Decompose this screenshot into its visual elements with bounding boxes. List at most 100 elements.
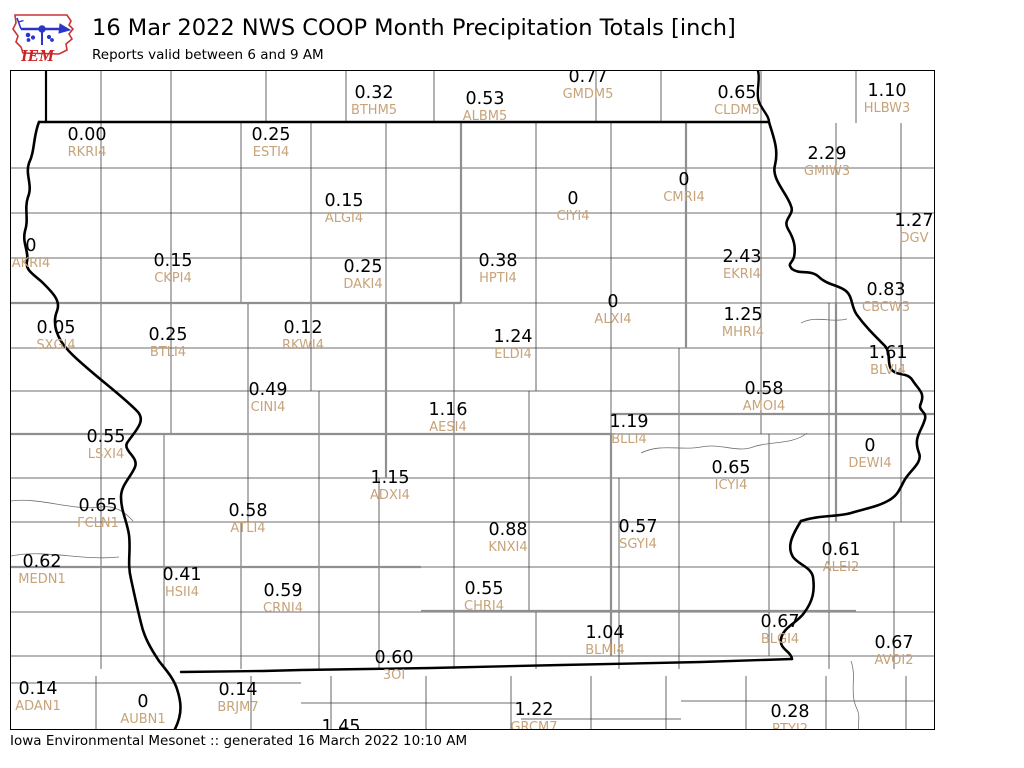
station-id: LSXI4	[87, 447, 125, 462]
station-id: BLGI4	[760, 632, 800, 647]
station-id: SXGI4	[36, 338, 76, 353]
station-value: 0	[864, 436, 876, 456]
station-id: GRCM7	[510, 720, 558, 730]
station-id: EKRI4	[723, 267, 761, 282]
station-report: 1.45	[322, 718, 361, 730]
station-id: BRJM7	[217, 700, 259, 715]
station-id: CHRI4	[464, 599, 504, 614]
station-value: 0	[25, 236, 37, 256]
station-value: 0.14	[18, 679, 58, 699]
station-report: 0 DEWI4	[848, 436, 892, 472]
station-value: 1.16	[428, 400, 468, 420]
station-value: 2.43	[722, 247, 762, 267]
station-value: 0.88	[488, 520, 528, 540]
station-value: 1.04	[585, 623, 625, 643]
station-value: 1.25	[723, 305, 763, 325]
station-id: AMOI4	[742, 399, 786, 414]
weathervane-icon	[16, 17, 72, 45]
station-id: CRNI4	[263, 601, 303, 616]
station-id: ICYI4	[714, 478, 748, 493]
station-id: ESTI4	[252, 145, 290, 160]
stations-layer: 0.32 BTHM5 0.53 ALBM5 0.77 GMDM5 0.65 CLDM5 1.10…	[11, 71, 934, 729]
district-lines	[11, 123, 934, 656]
station-id: ALGI4	[324, 211, 364, 226]
station-id: FCLN1	[77, 516, 119, 531]
station-value: 2.29	[807, 144, 847, 164]
station-id: ALXI4	[594, 312, 632, 327]
station-value: 0.60	[374, 648, 414, 668]
station-id: ADAN1	[15, 699, 61, 714]
station-value: 0.15	[324, 191, 364, 211]
station-report: 0.83 CBCW3	[862, 280, 910, 316]
station-report: 1.24 ELDI4	[494, 328, 533, 363]
station-value: 0	[137, 692, 149, 712]
station-report: 0.62 MEDN1	[18, 552, 66, 588]
page-subtitle: Reports valid between 6 and 9 AM	[92, 47, 324, 63]
station-id: AESI4	[429, 420, 467, 435]
station-value: 0.83	[866, 280, 906, 300]
station-id: CINI4	[250, 400, 286, 415]
station-report: 1.16 AESI4	[428, 400, 468, 436]
station-id: HLBW3	[863, 101, 911, 116]
station-report: 0.60 3OI	[374, 648, 414, 684]
station-report: 0.15 ALGI4	[324, 191, 364, 227]
station-id: RKWI4	[281, 338, 325, 353]
station-id: MEDN1	[18, 572, 66, 587]
station-report: 0.05 SXGI4	[36, 318, 76, 354]
station-report: 0.57 SGYI4	[619, 518, 658, 553]
station-report: 1.61 BLVI4	[869, 344, 908, 379]
station-report: 0.12 RKWI4	[281, 319, 325, 354]
station-id: CKPI4	[154, 271, 192, 286]
station-id: BTHM5	[350, 103, 398, 118]
station-id: GMDM5	[562, 87, 614, 102]
station-report: 1.04 BLMI4	[585, 623, 625, 659]
station-report: 0.14 BRJM7	[217, 681, 259, 716]
station-id: CBCW3	[862, 300, 910, 315]
station-value: 1.27	[894, 211, 934, 231]
station-value: 1.15	[370, 468, 410, 488]
station-report: 0.58 ATLI4	[229, 502, 268, 537]
station-id: DAKI4	[343, 277, 383, 292]
station-value: 1.10	[867, 81, 907, 101]
station-id: DEWI4	[848, 456, 892, 471]
footer-credit: Iowa Environmental Mesonet :: generated …	[10, 733, 468, 749]
station-id: BLMI4	[585, 643, 625, 658]
station-value: 0.25	[148, 325, 188, 345]
station-value: 0.65	[711, 458, 751, 478]
station-value: 0.25	[343, 257, 383, 277]
station-value: 0.53	[465, 89, 505, 109]
station-report: 0.49 CINI4	[249, 381, 288, 416]
station-report: 0 CMRI4	[663, 171, 705, 206]
station-value: 0.15	[153, 251, 193, 271]
station-value: 0.67	[760, 612, 800, 632]
station-report: 0.61 ALEI2	[822, 541, 861, 576]
station-id: CLDM5	[714, 103, 760, 118]
station-report: 0.53 ALBM5	[462, 89, 508, 125]
station-report: 0.65 FCLN1	[77, 497, 119, 532]
station-id: BTLI4	[149, 345, 187, 360]
station-value: 0.62	[22, 552, 62, 572]
station-id: HPTI4	[479, 271, 517, 286]
station-id: AVOI2	[874, 653, 914, 668]
station-value: 0.41	[162, 565, 202, 585]
station-report: 0.15 CKPI4	[153, 251, 193, 287]
station-id: AUBN1	[120, 712, 166, 727]
station-report: 1.10 HLBW3	[863, 81, 911, 117]
page-title: 16 Mar 2022 NWS COOP Month Precipitation…	[92, 15, 736, 41]
station-id: ELDI4	[494, 347, 532, 362]
station-id: CMRI4	[663, 190, 705, 205]
station-id: MHRI4	[721, 325, 765, 340]
station-report: 0 ALXI4	[594, 293, 632, 328]
station-value: 0.28	[770, 702, 810, 722]
station-id: RTYI2	[771, 722, 809, 730]
station-value: 0.38	[478, 251, 518, 271]
station-report: 1.15 ADXI4	[370, 468, 410, 504]
station-value: 0.05	[36, 318, 76, 338]
iowa-outline-icon	[12, 14, 75, 55]
county-lines	[11, 71, 934, 729]
header: 16 Mar 2022 NWS COOP Month Precipitation…	[92, 14, 736, 64]
station-id: ALBM5	[462, 109, 508, 124]
station-report: 0.00 RKRI4	[68, 126, 107, 161]
iem-logo: IEM	[12, 14, 75, 65]
